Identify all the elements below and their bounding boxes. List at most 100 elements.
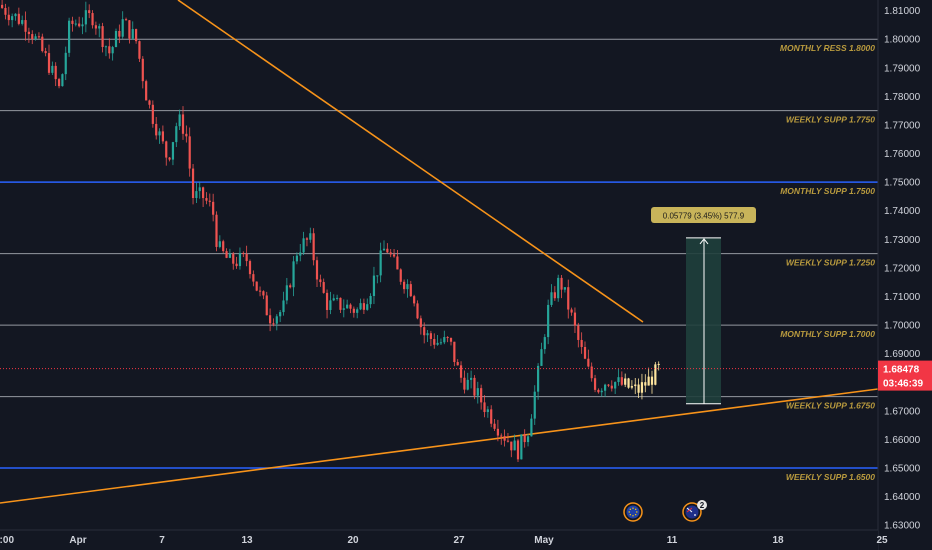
candle-body[interactable] [540, 349, 543, 366]
candle-body[interactable] [285, 285, 288, 301]
candle-body[interactable] [429, 333, 432, 339]
candle-body[interactable] [218, 241, 221, 247]
candle-body[interactable] [466, 379, 469, 390]
candle-body[interactable] [312, 233, 315, 261]
candle-body[interactable] [553, 292, 556, 299]
candle-body[interactable] [68, 20, 71, 53]
candle-body[interactable] [98, 26, 101, 29]
candle-body[interactable] [416, 303, 419, 319]
trendline-ascending-support[interactable] [0, 388, 879, 504]
candle-body[interactable] [302, 238, 305, 253]
candle-body[interactable] [577, 325, 580, 340]
candle-body[interactable] [131, 29, 134, 39]
candle-body[interactable] [222, 241, 225, 252]
candle-body[interactable] [94, 25, 97, 29]
candle-body[interactable] [583, 347, 587, 359]
candle-body[interactable] [490, 409, 493, 424]
candle-body[interactable] [295, 255, 298, 262]
candle-body[interactable] [114, 31, 118, 48]
candle-body[interactable] [593, 378, 597, 390]
candle-body[interactable] [654, 364, 657, 385]
candle-body[interactable] [547, 304, 550, 338]
candle-body[interactable] [258, 290, 262, 292]
candle-body[interactable] [396, 256, 399, 270]
candle-body[interactable] [124, 19, 128, 21]
candle-body[interactable] [272, 323, 275, 325]
candle-body[interactable] [78, 23, 81, 27]
candle-body[interactable] [37, 36, 41, 38]
candle-body[interactable] [386, 248, 389, 253]
candle-body[interactable] [322, 282, 325, 293]
candle-body[interactable] [265, 295, 268, 316]
candle-body[interactable] [607, 384, 610, 386]
candle-body[interactable] [382, 248, 386, 251]
candle-body[interactable] [366, 304, 369, 310]
candle-body[interactable] [634, 384, 637, 387]
candle-body[interactable] [17, 13, 20, 24]
candle-body[interactable] [379, 250, 382, 276]
candle-body[interactable] [104, 46, 108, 48]
candle-body[interactable] [436, 342, 439, 345]
candle-body[interactable] [376, 275, 379, 277]
candle-body[interactable] [617, 377, 620, 383]
candle-body[interactable] [188, 136, 191, 169]
candle-body[interactable] [315, 260, 319, 280]
candle-body[interactable] [657, 363, 660, 365]
candle-body[interactable] [245, 253, 248, 262]
candle-body[interactable] [406, 284, 409, 290]
candle-body[interactable] [57, 79, 61, 87]
candle-body[interactable] [476, 388, 479, 396]
candle-body[interactable] [537, 365, 540, 392]
candle-body[interactable] [305, 238, 309, 240]
candle-body[interactable] [101, 26, 104, 48]
candle-body[interactable] [54, 65, 57, 80]
candle-body[interactable] [121, 19, 124, 37]
candle-body[interactable] [74, 23, 77, 25]
candle-body[interactable] [573, 312, 577, 326]
candle-body[interactable] [171, 142, 175, 160]
candle-body[interactable] [155, 123, 158, 136]
candle-body[interactable] [51, 65, 54, 73]
candle-body[interactable] [118, 31, 121, 37]
candle-body[interactable] [567, 287, 570, 310]
candle-body[interactable] [580, 339, 583, 348]
candle-body[interactable] [332, 298, 335, 301]
candle-body[interactable] [158, 131, 161, 136]
candle-body[interactable] [423, 327, 426, 336]
candle-body[interactable] [480, 388, 483, 403]
candle-body[interactable] [610, 385, 613, 389]
candle-body[interactable] [275, 316, 278, 324]
candle-body[interactable] [279, 312, 282, 317]
candle-body[interactable] [71, 20, 74, 24]
candle-body[interactable] [161, 131, 164, 142]
candle-body[interactable] [255, 281, 258, 291]
candle-body[interactable] [1, 4, 4, 8]
candle-body[interactable] [392, 254, 396, 257]
candle-body[interactable] [500, 435, 503, 437]
candle-body[interactable] [232, 253, 235, 264]
candle-body[interactable] [473, 377, 476, 396]
candle-body[interactable] [530, 418, 533, 437]
candle-body[interactable] [64, 52, 67, 75]
candle-body[interactable] [443, 337, 446, 343]
candle-body[interactable] [21, 20, 24, 24]
candle-body[interactable] [215, 214, 218, 247]
candle-body[interactable] [640, 382, 644, 393]
candle-body[interactable] [650, 376, 654, 385]
candle-body[interactable] [248, 261, 252, 275]
candle-body[interactable] [463, 377, 466, 390]
candle-body[interactable] [470, 377, 473, 380]
candle-body[interactable] [637, 384, 640, 393]
candle-body[interactable] [543, 337, 546, 350]
candle-body[interactable] [151, 104, 154, 124]
trendline-descending-resistance[interactable] [177, 0, 644, 323]
candle-body[interactable] [336, 297, 339, 299]
candle-body[interactable] [627, 378, 630, 388]
candle-body[interactable] [148, 100, 151, 105]
candle-body[interactable] [439, 342, 443, 344]
candle-body[interactable] [88, 10, 91, 14]
candle-body[interactable] [24, 20, 27, 32]
candle-body[interactable] [198, 187, 201, 192]
candle-body[interactable] [242, 252, 245, 254]
